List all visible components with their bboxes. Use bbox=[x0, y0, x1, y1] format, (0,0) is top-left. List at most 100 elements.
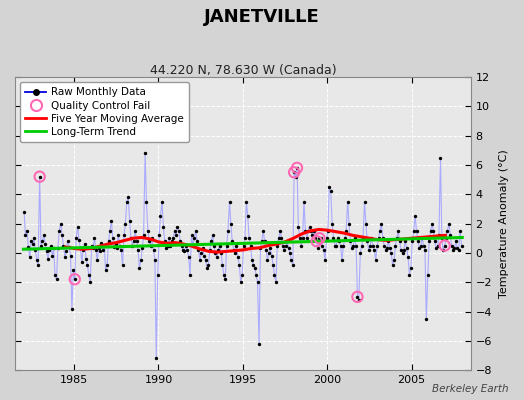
Point bbox=[227, 220, 235, 227]
Point bbox=[303, 235, 311, 242]
Point bbox=[411, 213, 419, 220]
Point bbox=[324, 228, 332, 234]
Point bbox=[286, 250, 294, 256]
Point bbox=[328, 220, 336, 227]
Point bbox=[362, 220, 370, 227]
Point bbox=[415, 245, 423, 252]
Point bbox=[359, 235, 367, 242]
Point bbox=[308, 232, 316, 238]
Point bbox=[305, 223, 314, 230]
Point bbox=[31, 247, 40, 253]
Point bbox=[138, 245, 146, 252]
Point bbox=[90, 235, 99, 242]
Point bbox=[41, 241, 49, 247]
Point bbox=[57, 220, 65, 227]
Point bbox=[417, 242, 425, 249]
Point bbox=[36, 174, 44, 180]
Point bbox=[401, 238, 409, 244]
Point bbox=[428, 220, 436, 227]
Point bbox=[418, 235, 427, 242]
Point bbox=[377, 220, 386, 227]
Point bbox=[38, 238, 47, 244]
Point bbox=[82, 256, 90, 262]
Point bbox=[297, 242, 305, 249]
Point bbox=[196, 257, 204, 264]
Point bbox=[315, 235, 324, 242]
Point bbox=[232, 242, 241, 249]
Point bbox=[353, 294, 362, 300]
Point bbox=[209, 232, 217, 238]
Point bbox=[422, 316, 431, 322]
Point bbox=[438, 235, 446, 242]
Point bbox=[225, 198, 234, 205]
Point bbox=[314, 245, 322, 252]
Point bbox=[190, 235, 199, 242]
Point bbox=[391, 242, 400, 249]
Point bbox=[341, 235, 349, 242]
Point bbox=[176, 238, 184, 244]
Point bbox=[390, 257, 398, 264]
Point bbox=[68, 305, 76, 312]
Point bbox=[89, 245, 97, 252]
Point bbox=[96, 248, 104, 255]
Point bbox=[189, 242, 197, 249]
Point bbox=[178, 242, 186, 249]
Point bbox=[262, 247, 270, 253]
Point bbox=[194, 247, 203, 253]
Point bbox=[249, 262, 257, 268]
Point bbox=[268, 253, 276, 259]
Point bbox=[203, 264, 211, 271]
Point bbox=[445, 220, 453, 227]
Point bbox=[283, 238, 291, 244]
Point bbox=[24, 244, 32, 250]
Point bbox=[408, 238, 417, 244]
Point bbox=[125, 218, 134, 224]
Point bbox=[242, 198, 250, 205]
Point bbox=[40, 232, 48, 238]
Point bbox=[336, 242, 345, 249]
Point bbox=[252, 272, 260, 278]
Point bbox=[49, 245, 58, 252]
Point bbox=[58, 232, 66, 238]
Point bbox=[255, 340, 263, 347]
Point bbox=[275, 235, 283, 242]
Point bbox=[402, 245, 411, 252]
Point bbox=[214, 247, 222, 253]
Point bbox=[184, 254, 193, 260]
Point bbox=[447, 242, 456, 249]
Point bbox=[281, 242, 290, 249]
Point bbox=[348, 245, 356, 252]
Point bbox=[293, 165, 301, 171]
Point bbox=[258, 238, 266, 244]
Point bbox=[133, 238, 141, 244]
Point bbox=[287, 257, 296, 264]
Point bbox=[293, 165, 301, 171]
Point bbox=[357, 242, 366, 249]
Point bbox=[381, 247, 390, 253]
Point bbox=[338, 257, 346, 264]
Point bbox=[30, 235, 38, 242]
Point bbox=[355, 296, 363, 303]
Point bbox=[118, 262, 127, 268]
Point bbox=[332, 242, 341, 249]
Point bbox=[352, 242, 361, 249]
Point bbox=[439, 247, 447, 253]
Point bbox=[21, 232, 30, 238]
Point bbox=[71, 276, 79, 282]
Point bbox=[179, 247, 187, 253]
Point bbox=[28, 241, 37, 247]
Point bbox=[321, 257, 329, 264]
Point bbox=[307, 228, 315, 234]
Point bbox=[88, 242, 96, 249]
Point bbox=[351, 235, 359, 242]
Point bbox=[356, 250, 365, 256]
Point bbox=[112, 241, 120, 247]
Point bbox=[174, 228, 183, 234]
Point bbox=[394, 228, 402, 234]
Point bbox=[248, 257, 256, 264]
Point bbox=[239, 242, 248, 249]
Point bbox=[169, 235, 177, 242]
Point bbox=[235, 262, 244, 268]
Point bbox=[404, 254, 412, 260]
Point bbox=[93, 257, 101, 264]
